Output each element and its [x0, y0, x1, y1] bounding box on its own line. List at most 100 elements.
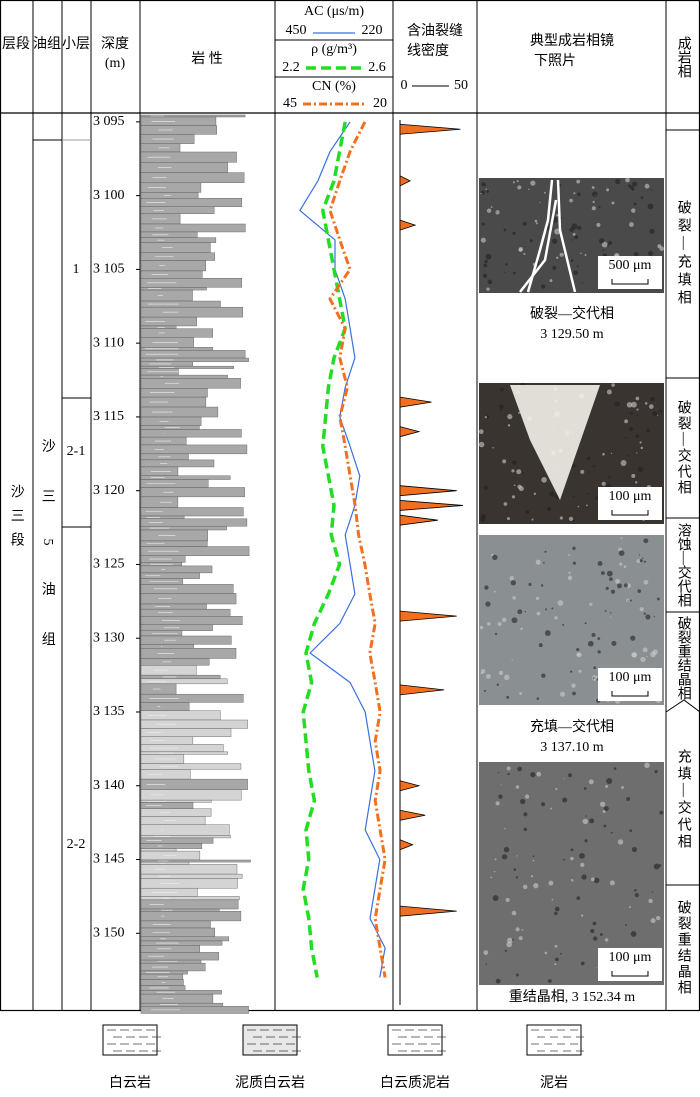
lithology-bed — [140, 674, 221, 680]
grain — [583, 787, 587, 790]
grain — [658, 421, 660, 423]
grain — [602, 452, 605, 456]
grain — [533, 883, 539, 889]
grain — [481, 222, 485, 226]
grain — [493, 590, 496, 593]
grain — [639, 559, 643, 563]
grain — [646, 428, 651, 433]
grain — [544, 550, 547, 553]
lithology-bed — [140, 644, 195, 649]
grain — [609, 577, 613, 581]
grain — [486, 208, 492, 213]
grain — [499, 408, 502, 412]
lithology-bed — [140, 546, 250, 556]
grain — [643, 560, 646, 563]
grain — [609, 616, 612, 618]
grain — [555, 256, 559, 260]
facies-label: 破裂重结晶相 — [676, 616, 692, 700]
grain — [576, 896, 581, 901]
grain — [498, 794, 503, 799]
lithology-bed — [140, 911, 242, 922]
grain — [570, 848, 574, 852]
grain — [559, 252, 564, 257]
grain — [518, 411, 521, 414]
lithology-bed — [140, 678, 228, 685]
grain — [600, 571, 605, 575]
grain — [590, 929, 595, 934]
grain — [630, 411, 634, 416]
grain — [609, 612, 612, 614]
lithology-bed — [140, 378, 241, 389]
legend: 白云岩 泥质白云岩 白云质泥岩 泥岩 — [102, 1024, 584, 1091]
grain — [645, 614, 651, 620]
grain — [621, 786, 624, 789]
grain — [551, 607, 554, 610]
grain — [599, 238, 605, 244]
grain — [592, 191, 598, 197]
grain — [480, 237, 486, 243]
header-sublayer: 小层 — [62, 36, 90, 52]
legend-swatch — [387, 1024, 443, 1056]
grain — [608, 240, 613, 246]
grain — [626, 598, 630, 603]
grain — [487, 622, 491, 626]
grain — [500, 387, 504, 392]
grain — [504, 949, 508, 952]
grain — [511, 617, 518, 624]
grain — [570, 856, 574, 861]
lithology-bed — [140, 616, 243, 626]
depth-tick-label: 3 130 — [93, 630, 125, 645]
grain — [611, 383, 615, 387]
grain — [654, 770, 658, 774]
grain — [659, 409, 663, 413]
grain — [549, 491, 555, 497]
grain — [485, 188, 488, 190]
grain — [618, 550, 625, 556]
grain — [650, 188, 652, 191]
fracture — [526, 179, 554, 293]
member-label: 沙三段 — [9, 484, 25, 556]
grain — [624, 419, 629, 424]
ac-right: 220 — [362, 23, 383, 38]
lithology-bed — [140, 808, 212, 817]
header-lithology: 岩 性 — [191, 51, 223, 67]
grain — [497, 771, 500, 774]
grain — [530, 875, 534, 878]
grain — [591, 632, 596, 638]
grain — [495, 801, 500, 806]
grain — [580, 469, 585, 474]
grain — [503, 228, 507, 232]
grain — [631, 473, 636, 478]
grain — [651, 891, 654, 893]
depth-tick-label: 3 110 — [93, 335, 124, 350]
grain — [562, 623, 565, 626]
grain — [530, 180, 536, 186]
crack-spike — [399, 485, 457, 497]
grain — [592, 465, 596, 468]
grain — [601, 481, 606, 486]
grain — [487, 279, 493, 285]
grain — [549, 279, 553, 283]
grain — [636, 559, 641, 563]
grain — [506, 695, 510, 699]
grain — [486, 414, 490, 419]
grain — [536, 697, 540, 700]
lithology-bed — [140, 920, 211, 929]
grain — [492, 447, 494, 449]
lithology-bed — [140, 487, 245, 498]
grain — [636, 408, 639, 411]
grain — [611, 640, 617, 646]
grain — [572, 495, 575, 498]
grain — [639, 607, 644, 612]
grain — [510, 580, 516, 586]
grain — [580, 282, 582, 284]
grain — [530, 771, 536, 778]
grain — [643, 538, 649, 544]
grain — [633, 251, 639, 257]
facies-label: 破裂—交代相 — [676, 400, 692, 496]
facies-label: 破裂重结晶相 — [676, 900, 692, 996]
grain — [570, 670, 573, 673]
photo-title: 典型成岩相镜 — [530, 33, 614, 49]
grain — [582, 818, 589, 825]
